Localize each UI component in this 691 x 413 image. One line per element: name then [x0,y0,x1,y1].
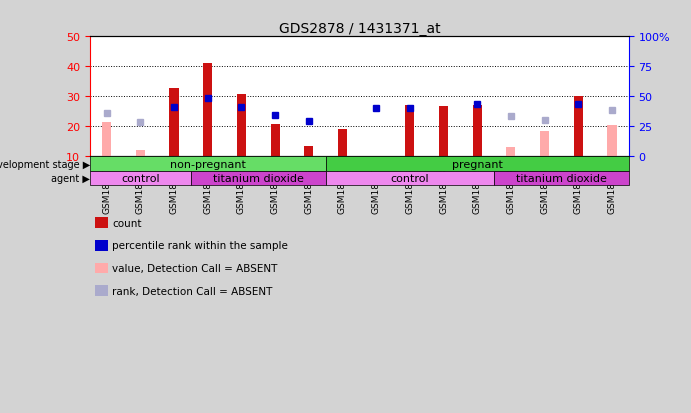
Bar [136,151,145,157]
Bar [102,123,111,157]
Bar [304,147,313,157]
Text: control: control [121,174,160,184]
Text: control: control [390,174,429,184]
Bar [90,157,325,171]
Bar [473,105,482,157]
Text: rank, Detection Call = ABSENT: rank, Detection Call = ABSENT [112,286,272,296]
Bar [574,97,583,157]
Text: titanium dioxide: titanium dioxide [213,174,304,184]
Text: non-pregnant: non-pregnant [170,159,246,169]
Bar [494,171,629,186]
Bar [540,132,549,157]
Text: development stage ▶: development stage ▶ [0,159,90,169]
Text: titanium dioxide: titanium dioxide [516,174,607,184]
Text: count: count [112,218,142,228]
Bar [607,126,616,157]
Bar [90,171,191,186]
Bar [406,105,415,157]
Bar [169,89,178,157]
Text: agent ▶: agent ▶ [51,174,90,184]
Bar [439,107,448,157]
Bar [203,64,212,157]
Bar [325,171,494,186]
Text: value, Detection Call = ABSENT: value, Detection Call = ABSENT [112,263,277,273]
Bar [325,157,629,171]
Bar [237,95,246,157]
Bar [191,171,325,186]
Bar [271,125,280,157]
Text: percentile rank within the sample: percentile rank within the sample [112,241,288,251]
Bar [507,148,515,157]
Bar [338,130,347,157]
Text: pregnant: pregnant [452,159,502,169]
Title: GDS2878 / 1431371_at: GDS2878 / 1431371_at [278,22,440,36]
